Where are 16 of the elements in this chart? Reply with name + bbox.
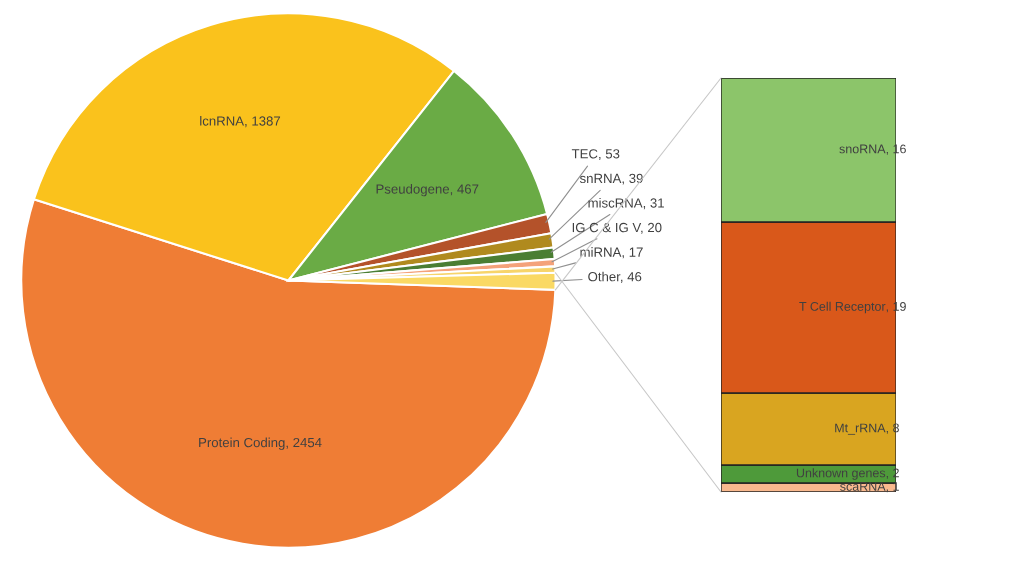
slice-label: miRNA, 17: [580, 247, 643, 259]
slice-label: lcnRNA, 1387: [200, 115, 281, 128]
slice-label: Pseudogene, 467: [376, 184, 479, 197]
slice-label: snRNA, 39: [579, 173, 643, 185]
series-label: Mt_rRNA: [835, 423, 886, 435]
slice-label: TEC, 53: [571, 149, 620, 161]
slice-label: Protein Coding, 2454: [199, 437, 322, 450]
slice-label: miscRNA, 31: [588, 197, 664, 210]
data-label: , 2: [886, 468, 899, 479]
slice-label: IG C & IG V, 20: [572, 222, 662, 234]
series-label: snoRNA: [839, 144, 886, 154]
series-label: Unknown genes: [796, 468, 886, 480]
series-label: scaRNA: [840, 482, 886, 491]
data-label: , 8: [886, 423, 899, 434]
series-label: T Cell Receptor: [799, 301, 886, 314]
slice-label: Other, 46: [588, 271, 642, 283]
